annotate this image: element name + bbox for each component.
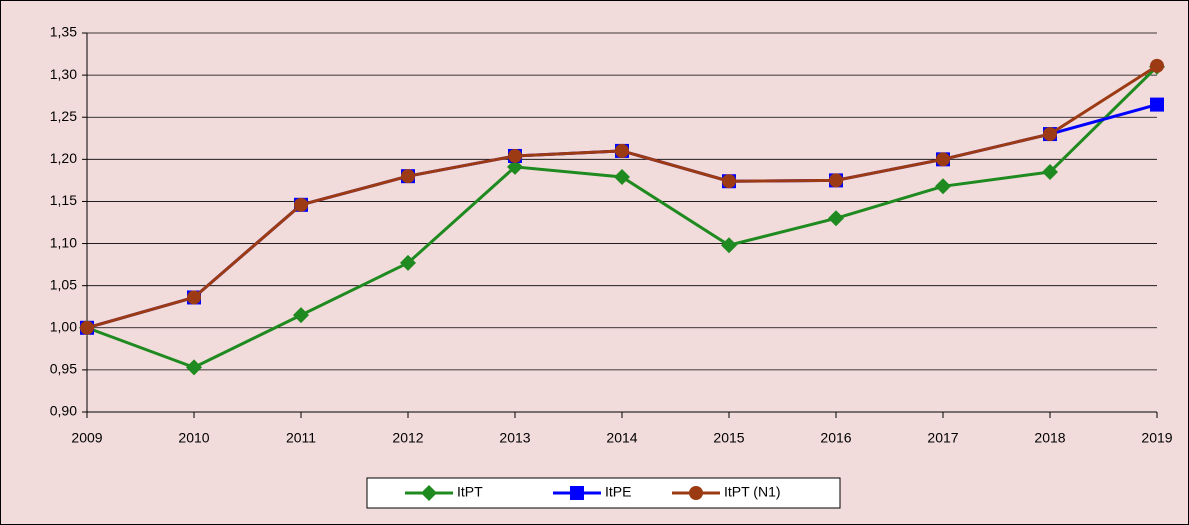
legend-label: ItPT xyxy=(457,484,483,500)
marker xyxy=(400,254,416,271)
marker xyxy=(1150,97,1164,112)
x-tick-label: 2012 xyxy=(392,430,423,446)
y-tick-label: 0,90 xyxy=(50,403,77,419)
x-tick-label: 2011 xyxy=(286,430,316,446)
marker xyxy=(722,174,736,189)
y-tick-label: 1,05 xyxy=(50,276,77,292)
y-tick-label: 1,15 xyxy=(50,192,77,208)
marker xyxy=(828,210,844,227)
x-tick-label: 2018 xyxy=(1034,430,1065,446)
y-tick-label: 1,20 xyxy=(50,150,77,166)
x-tick-label: 2017 xyxy=(927,430,958,446)
y-tick-label: 0,95 xyxy=(50,361,77,377)
marker xyxy=(186,359,202,376)
x-tick-label: 2015 xyxy=(713,430,744,446)
marker xyxy=(187,290,201,305)
y-tick-label: 1,25 xyxy=(50,108,77,124)
y-tick-label: 1,00 xyxy=(50,318,77,334)
marker xyxy=(1150,58,1164,73)
marker xyxy=(80,320,94,335)
x-tick-label: 2010 xyxy=(178,430,209,446)
legend-marker xyxy=(570,486,584,500)
marker xyxy=(1043,127,1057,142)
marker xyxy=(721,237,737,254)
legend-marker xyxy=(689,486,703,500)
x-tick-label: 2009 xyxy=(71,430,102,446)
y-tick-label: 1,35 xyxy=(50,24,77,40)
legend-marker xyxy=(421,485,437,501)
x-tick-label: 2014 xyxy=(606,430,637,446)
marker xyxy=(401,169,415,184)
marker xyxy=(1042,163,1058,180)
y-tick-label: 1,10 xyxy=(50,234,77,250)
marker xyxy=(508,148,522,163)
x-tick-label: 2019 xyxy=(1141,430,1172,446)
x-tick-label: 2013 xyxy=(499,430,530,446)
marker xyxy=(614,169,630,186)
marker xyxy=(294,197,308,212)
marker xyxy=(936,152,950,167)
marker xyxy=(615,143,629,158)
legend-label: ItPE xyxy=(605,484,631,500)
marker xyxy=(935,178,951,195)
x-tick-label: 2016 xyxy=(820,430,851,446)
marker xyxy=(829,173,843,188)
legend-label: ItPT (N1) xyxy=(724,484,781,500)
marker xyxy=(293,307,309,324)
y-tick-label: 1,30 xyxy=(50,66,77,82)
